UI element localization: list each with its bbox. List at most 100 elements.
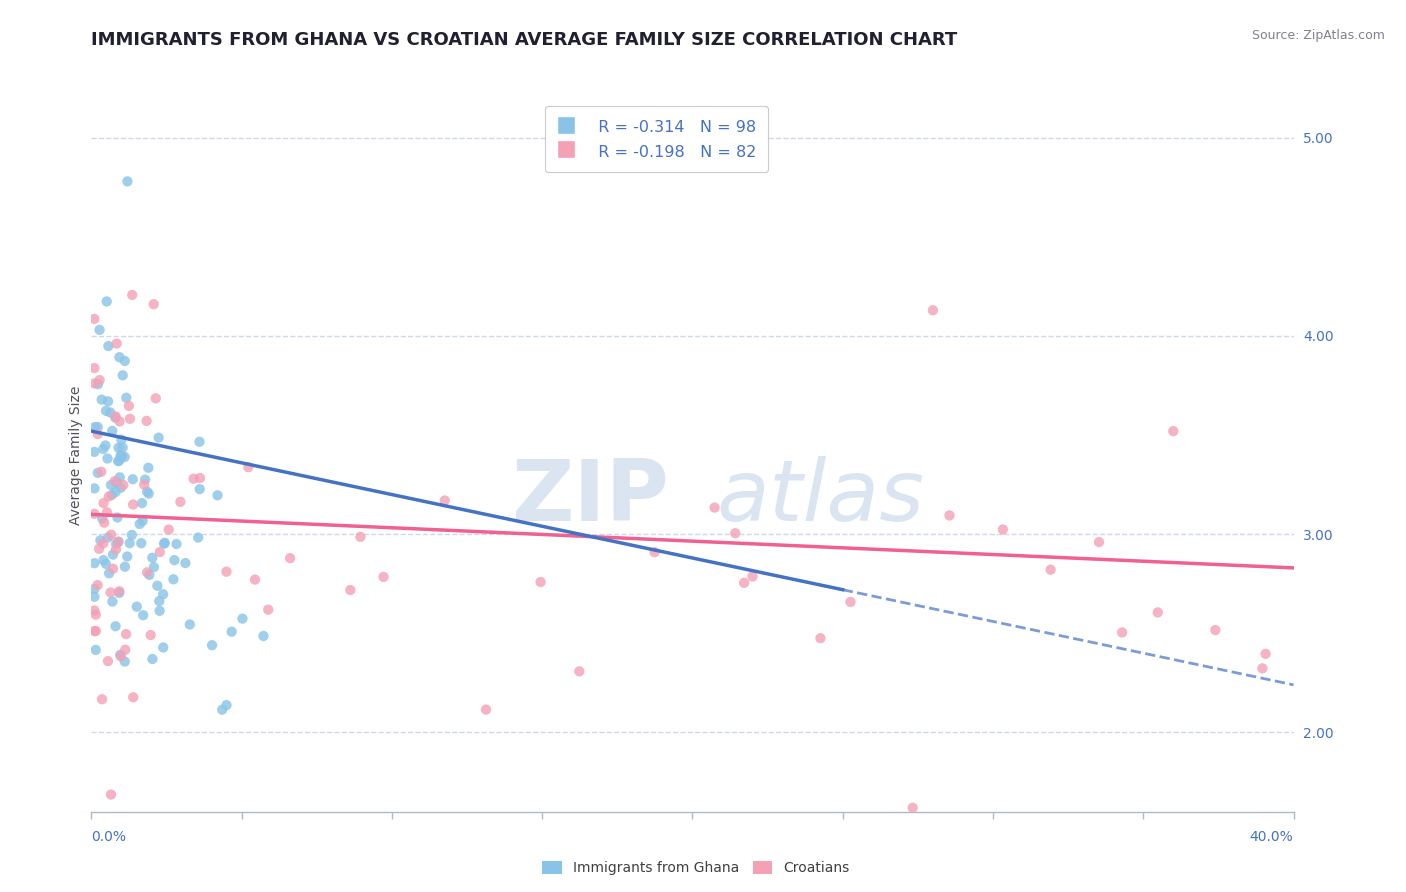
Point: [83, 481, 105, 495]
Point: [188, 471, 211, 485]
Text: 40.0%: 40.0%: [1250, 830, 1294, 844]
Point: [90, 392, 112, 407]
Point: [142, 297, 165, 311]
Point: [107, 534, 129, 549]
Point: [112, 478, 135, 492]
Point: [922, 303, 945, 318]
Point: [84, 643, 107, 657]
Point: [1088, 535, 1111, 549]
Point: [568, 665, 591, 679]
Point: [188, 482, 211, 496]
Point: [141, 652, 163, 666]
Point: [114, 655, 136, 669]
Point: [93, 516, 115, 530]
Point: [101, 488, 124, 502]
Point: [162, 572, 184, 586]
Point: [257, 602, 280, 616]
Point: [741, 569, 763, 583]
Point: [91, 442, 114, 456]
Point: [91, 536, 114, 550]
Text: atlas: atlas: [717, 456, 925, 540]
Point: [83, 445, 105, 459]
Point: [149, 545, 172, 559]
Point: [108, 648, 131, 662]
Point: [143, 560, 166, 574]
Point: [87, 427, 110, 442]
Point: [91, 692, 114, 706]
Point: [87, 466, 110, 480]
Point: [104, 542, 127, 557]
Point: [83, 312, 105, 326]
Text: Source: ZipAtlas.com: Source: ZipAtlas.com: [1251, 29, 1385, 42]
Point: [104, 409, 127, 424]
Point: [87, 541, 110, 556]
Point: [83, 624, 105, 639]
Point: [108, 414, 131, 428]
Point: [278, 551, 301, 566]
Point: [84, 607, 107, 622]
Point: [89, 533, 111, 548]
Point: [165, 537, 187, 551]
Point: [83, 590, 105, 604]
Point: [207, 488, 229, 502]
Point: [118, 412, 141, 426]
Point: [215, 698, 238, 712]
Point: [97, 490, 120, 504]
Point: [83, 603, 105, 617]
Point: [1254, 647, 1277, 661]
Point: [138, 460, 160, 475]
Point: [86, 578, 108, 592]
Point: [221, 624, 243, 639]
Point: [101, 562, 124, 576]
Point: [98, 405, 121, 419]
Point: [148, 431, 170, 445]
Point: [145, 392, 167, 406]
Point: [108, 350, 131, 364]
Point: [183, 472, 205, 486]
Point: [118, 399, 141, 413]
Point: [94, 404, 117, 418]
Point: [1111, 625, 1133, 640]
Point: [94, 557, 117, 571]
Point: [101, 548, 124, 562]
Point: [475, 702, 498, 716]
Point: [141, 550, 163, 565]
Point: [110, 481, 132, 495]
Point: [139, 628, 162, 642]
Point: [107, 535, 129, 549]
Point: [136, 566, 159, 580]
Point: [89, 323, 111, 337]
Point: [211, 703, 233, 717]
Point: [839, 595, 862, 609]
Point: [100, 585, 122, 599]
Point: [121, 472, 143, 486]
Point: [136, 484, 159, 499]
Point: [83, 376, 105, 391]
Point: [93, 553, 115, 567]
Point: [100, 478, 122, 492]
Point: [111, 449, 134, 463]
Point: [703, 500, 725, 515]
Point: [104, 410, 127, 425]
Point: [105, 510, 128, 524]
Point: [89, 373, 111, 387]
Point: [96, 294, 118, 309]
Point: [97, 531, 120, 545]
Point: [110, 649, 132, 664]
Point: [114, 450, 136, 464]
Point: [83, 582, 105, 596]
Point: [104, 474, 127, 488]
Point: [115, 391, 138, 405]
Point: [83, 556, 105, 570]
Point: [146, 579, 169, 593]
Point: [115, 627, 138, 641]
Point: [128, 516, 150, 531]
Point: [129, 536, 152, 550]
Point: [529, 574, 551, 589]
Point: [125, 599, 148, 614]
Point: [188, 434, 211, 449]
Point: [134, 473, 156, 487]
Text: ZIP: ZIP: [510, 456, 668, 540]
Point: [101, 594, 124, 608]
Point: [174, 556, 197, 570]
